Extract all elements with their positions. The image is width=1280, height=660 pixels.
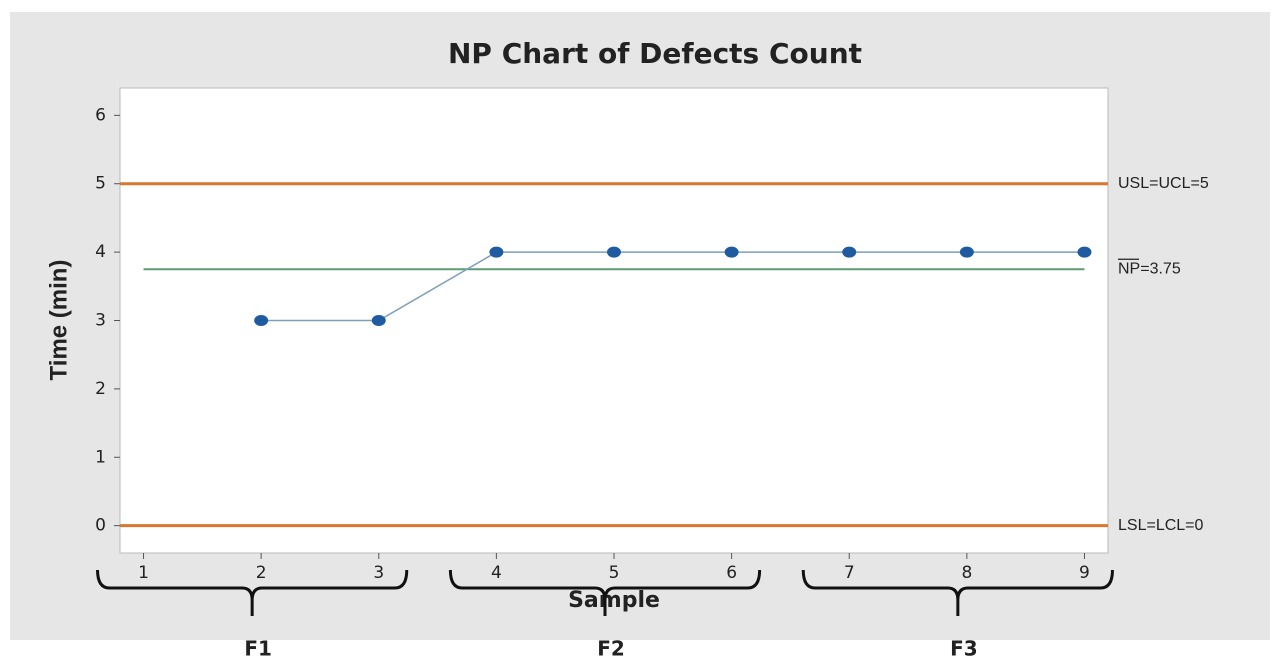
group-brace bbox=[96, 569, 409, 616]
data-point bbox=[724, 246, 739, 258]
x-tick-label: 8 bbox=[961, 563, 972, 583]
y-tick-label: 6 bbox=[95, 105, 106, 125]
reference-label: NP=3.75 bbox=[1118, 260, 1181, 277]
group-label: F3 bbox=[950, 637, 978, 660]
data-point bbox=[371, 315, 386, 326]
x-tick-label: 9 bbox=[1079, 563, 1090, 583]
group-brace bbox=[448, 569, 762, 616]
x-tick-label: 4 bbox=[491, 563, 502, 583]
data-point bbox=[1077, 246, 1092, 258]
x-tick-label: 1 bbox=[138, 563, 149, 583]
x-tick-label: 6 bbox=[726, 563, 737, 583]
x-tick-label: 2 bbox=[256, 563, 267, 583]
reference-label: USL=UCL=5 bbox=[1118, 175, 1209, 192]
data-point bbox=[489, 246, 504, 258]
group-label: F1 bbox=[244, 637, 272, 660]
group-label: F2 bbox=[597, 637, 625, 660]
y-tick-label: 2 bbox=[95, 379, 106, 399]
x-axis-label: Sample bbox=[568, 588, 660, 613]
y-tick-label: 4 bbox=[95, 242, 106, 262]
x-tick-label: 3 bbox=[373, 563, 384, 583]
y-tick-label: 0 bbox=[95, 516, 106, 536]
data-point bbox=[959, 246, 974, 258]
y-tick-label: 5 bbox=[95, 174, 106, 194]
y-axis-label: Time (min) bbox=[45, 260, 72, 381]
x-tick-label: 5 bbox=[609, 563, 620, 583]
data-point bbox=[607, 246, 621, 258]
y-tick-label: 1 bbox=[95, 447, 106, 467]
data-point bbox=[254, 315, 269, 326]
chart-title: NP Chart of Defects Count bbox=[448, 37, 862, 70]
reference-label: LSL=LCL=0 bbox=[1118, 517, 1204, 534]
data-point bbox=[842, 246, 857, 258]
y-tick-label: 3 bbox=[95, 311, 106, 331]
data-line bbox=[261, 251, 1085, 322]
group-brace bbox=[801, 569, 1114, 616]
x-tick-label: 7 bbox=[844, 563, 855, 583]
